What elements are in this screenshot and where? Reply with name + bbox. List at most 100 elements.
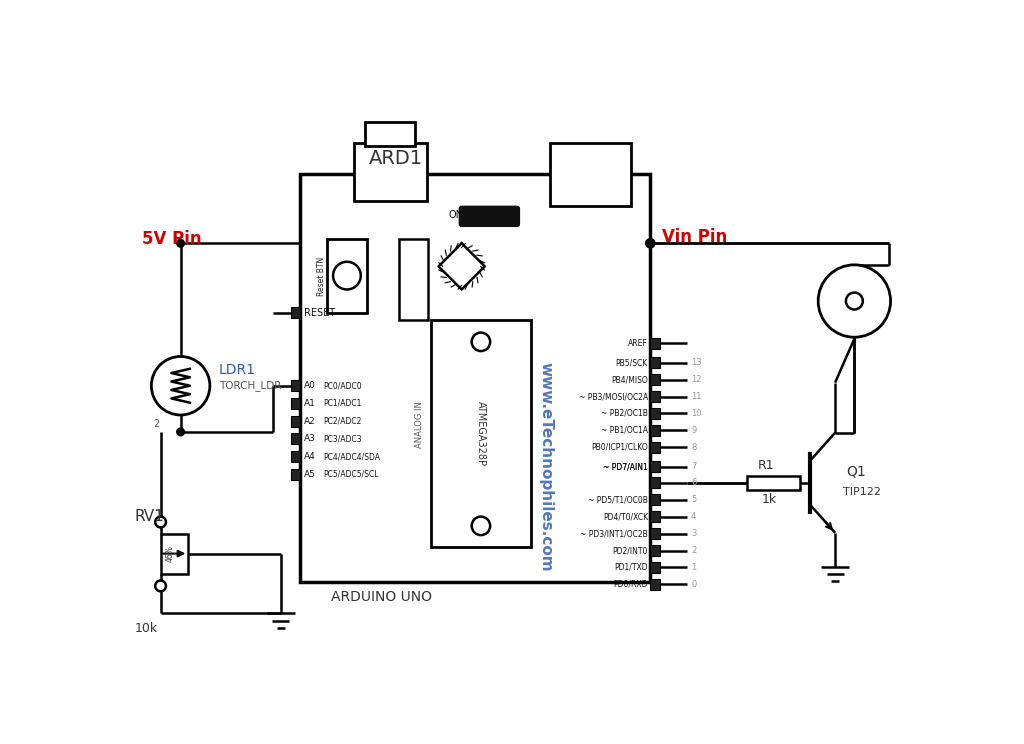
Bar <box>650 579 659 590</box>
Text: 11: 11 <box>691 392 701 401</box>
Bar <box>431 320 531 548</box>
Bar <box>746 476 801 490</box>
Bar <box>354 143 427 201</box>
Circle shape <box>177 240 184 247</box>
Text: Reset BTN: Reset BTN <box>317 257 326 296</box>
Text: 7: 7 <box>691 462 696 471</box>
Text: R1: R1 <box>758 459 775 472</box>
Text: 2: 2 <box>691 546 696 555</box>
Text: 3: 3 <box>691 529 696 538</box>
Bar <box>366 121 416 147</box>
Bar <box>291 416 300 426</box>
Text: LDR1: LDR1 <box>219 363 256 377</box>
Bar <box>300 174 650 582</box>
Text: 10: 10 <box>691 409 701 418</box>
Bar <box>650 408 659 419</box>
Bar <box>650 338 659 349</box>
Text: A5: A5 <box>304 469 315 479</box>
Text: ~ PD7/AIN1: ~ PD7/AIN1 <box>603 462 648 471</box>
Text: RV1: RV1 <box>134 509 164 524</box>
Text: ~ PB3/MOSI/OC2A: ~ PB3/MOSI/OC2A <box>579 392 648 401</box>
Text: A2: A2 <box>304 417 315 426</box>
Circle shape <box>177 428 184 436</box>
Text: Vin Pin: Vin Pin <box>662 228 727 246</box>
Circle shape <box>333 262 360 289</box>
Bar <box>650 425 659 436</box>
Text: 5V Pin: 5V Pin <box>142 231 202 248</box>
Bar <box>650 562 659 573</box>
Text: ~ PD5/T1/OC0B: ~ PD5/T1/OC0B <box>588 496 648 504</box>
Bar <box>398 240 428 320</box>
Text: PD1/TXD: PD1/TXD <box>614 563 648 572</box>
Bar <box>550 143 631 206</box>
Text: ~ PB1/OC1A: ~ PB1/OC1A <box>601 426 648 435</box>
Text: A0: A0 <box>304 381 315 391</box>
Bar <box>291 434 300 444</box>
Text: 4: 4 <box>691 512 696 521</box>
Bar <box>650 442 659 452</box>
Circle shape <box>472 516 490 535</box>
Text: 5: 5 <box>691 496 696 504</box>
Text: TORCH_LDR: TORCH_LDR <box>219 380 282 391</box>
Text: 1: 1 <box>691 563 696 572</box>
Text: ATMEGA328P: ATMEGA328P <box>476 401 486 466</box>
Circle shape <box>472 333 490 351</box>
Text: PC4/ADC4/SDA: PC4/ADC4/SDA <box>323 452 380 461</box>
Bar <box>650 545 659 556</box>
Text: A3: A3 <box>304 434 315 443</box>
Bar <box>650 374 659 385</box>
Bar <box>650 357 659 368</box>
Text: PD4/T0/XCK: PD4/T0/XCK <box>603 512 648 521</box>
Text: PC1/ADC1: PC1/ADC1 <box>323 399 361 408</box>
Bar <box>291 451 300 462</box>
Bar <box>650 461 659 472</box>
FancyBboxPatch shape <box>460 206 519 226</box>
Circle shape <box>156 580 166 591</box>
Text: PD2/INT0: PD2/INT0 <box>612 546 648 555</box>
Text: 8: 8 <box>691 443 696 452</box>
Text: 2: 2 <box>154 419 160 429</box>
Text: 46%: 46% <box>166 545 175 562</box>
Circle shape <box>156 516 166 527</box>
Bar <box>291 380 300 391</box>
Text: ~ PD7/AIN1: ~ PD7/AIN1 <box>603 462 648 471</box>
Text: 12: 12 <box>691 375 701 384</box>
Circle shape <box>152 356 210 415</box>
Text: ARDUINO UNO: ARDUINO UNO <box>331 591 432 604</box>
Text: Q1: Q1 <box>847 464 866 478</box>
Text: ANALOG IN: ANALOG IN <box>415 401 424 448</box>
Bar <box>650 511 659 522</box>
Text: ~ PB2/OC1B: ~ PB2/OC1B <box>601 409 648 418</box>
Text: ~ PD3/INT1/OC2B: ~ PD3/INT1/OC2B <box>581 529 648 538</box>
Bar <box>291 469 300 480</box>
Text: 10k: 10k <box>134 622 158 635</box>
Text: PC2/ADC2: PC2/ADC2 <box>323 417 361 426</box>
Circle shape <box>818 265 891 337</box>
Text: 13: 13 <box>691 358 701 367</box>
Text: PC0/ADC0: PC0/ADC0 <box>323 381 361 391</box>
Text: www.eTechnophiles.com: www.eTechnophiles.com <box>539 362 554 571</box>
Text: RESET: RESET <box>304 307 335 318</box>
Bar <box>650 478 659 488</box>
Circle shape <box>846 292 863 310</box>
Bar <box>327 240 367 312</box>
Text: PB0/ICP1/CLKO: PB0/ICP1/CLKO <box>591 443 648 452</box>
Text: 1k: 1k <box>762 493 777 506</box>
Text: PC3/ADC3: PC3/ADC3 <box>323 434 361 443</box>
Circle shape <box>646 239 655 248</box>
Bar <box>650 494 659 505</box>
Bar <box>650 528 659 539</box>
Text: A4: A4 <box>304 452 315 461</box>
Text: PB4/MISO: PB4/MISO <box>611 375 648 384</box>
Bar <box>291 307 300 318</box>
Text: AREF: AREF <box>629 339 648 348</box>
Text: 0: 0 <box>691 580 696 589</box>
Bar <box>650 391 659 402</box>
Text: TIP122: TIP122 <box>843 487 881 497</box>
Text: ON: ON <box>449 210 464 219</box>
Text: ARD1: ARD1 <box>370 149 423 168</box>
Text: PB5/SCK: PB5/SCK <box>615 358 648 367</box>
Bar <box>161 533 188 574</box>
Text: 6: 6 <box>691 478 696 487</box>
Text: 9: 9 <box>691 426 696 435</box>
